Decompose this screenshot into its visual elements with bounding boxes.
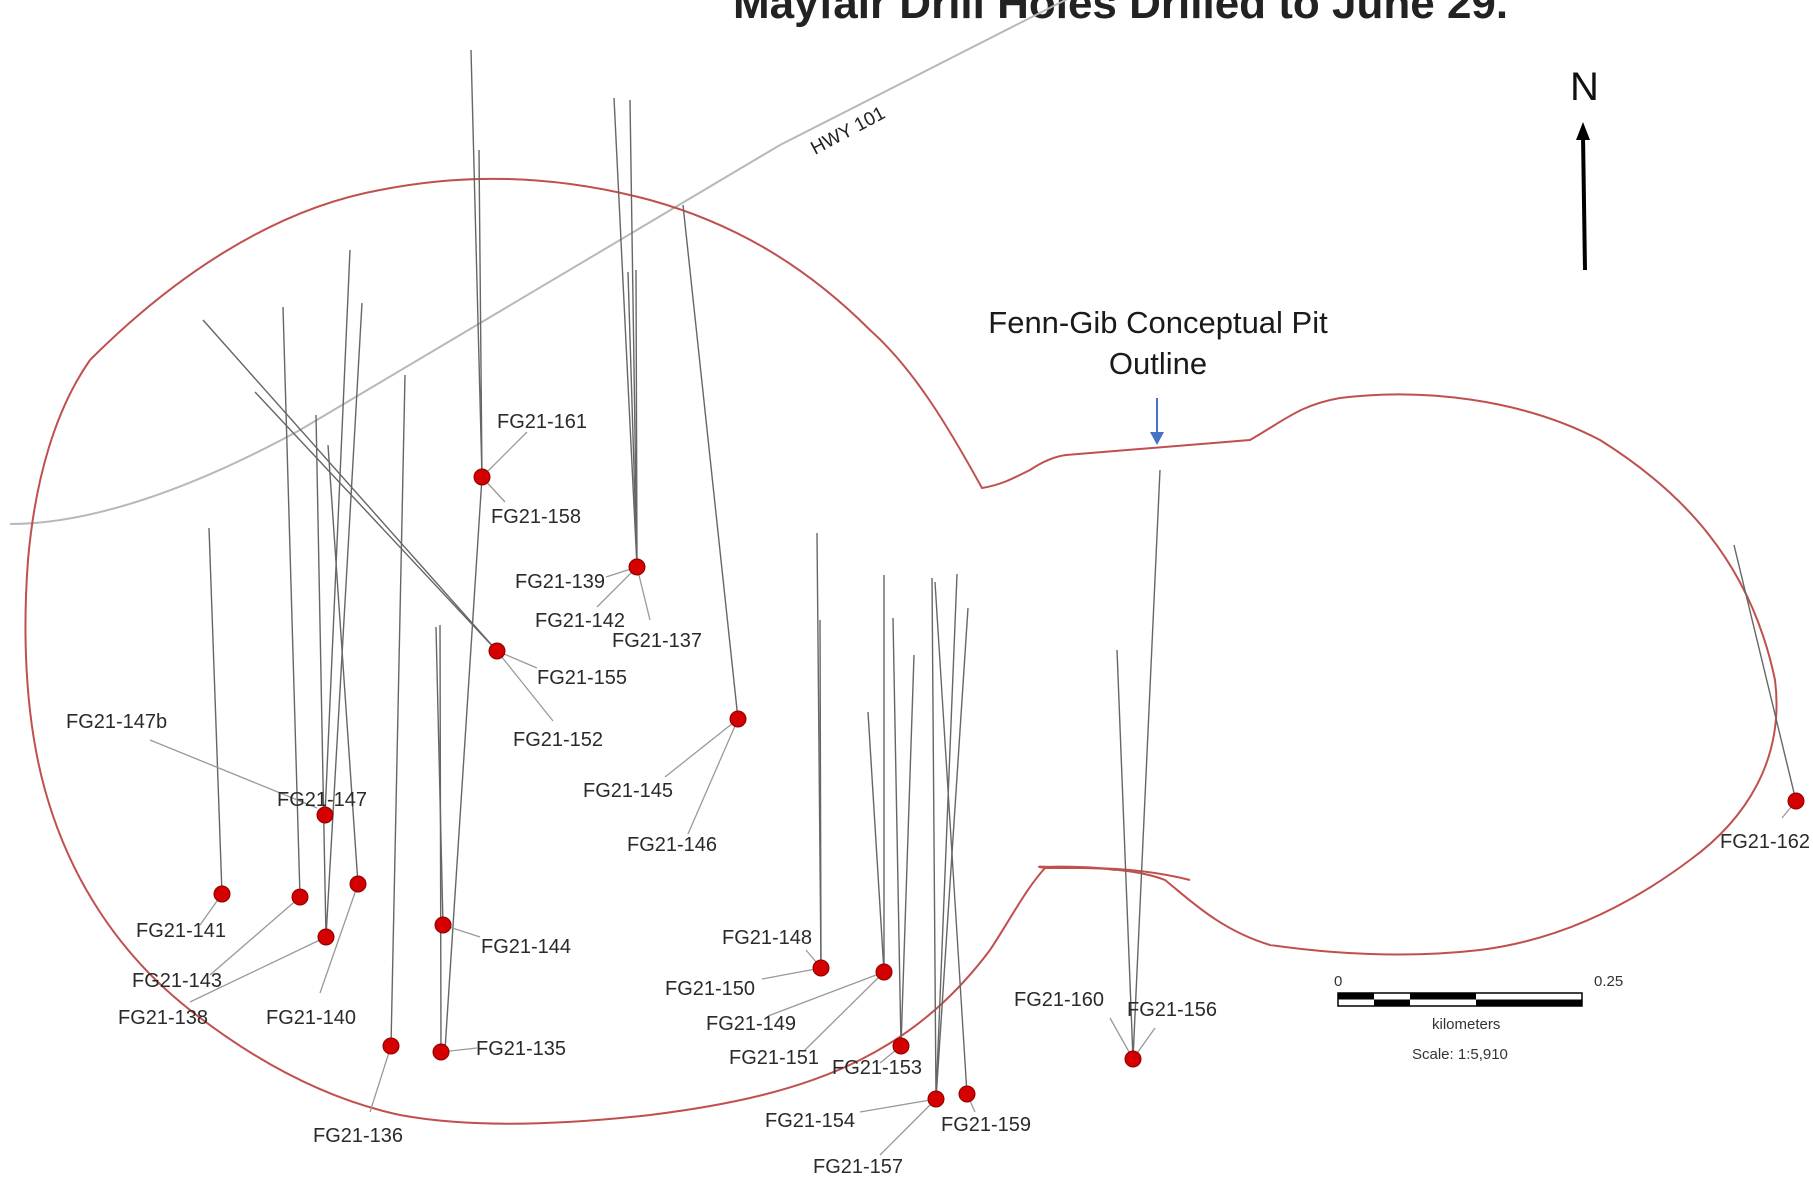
label-fg21-156: FG21-156 bbox=[1127, 999, 1217, 1021]
trace-fg21-144 bbox=[435, 626, 444, 926]
pit-label-line2: Outline bbox=[1109, 346, 1207, 381]
collar-fg21-145-146[interactable] bbox=[729, 710, 747, 728]
trace-fg21-136 bbox=[390, 374, 406, 1047]
label-fg21-154: FG21-154 bbox=[765, 1110, 855, 1132]
collar-fg21-153[interactable] bbox=[892, 1037, 910, 1055]
collar-fg21-138[interactable] bbox=[317, 928, 335, 946]
collar-fg21-155-152[interactable] bbox=[488, 642, 506, 660]
collar-fg21-160-156[interactable] bbox=[1124, 1050, 1142, 1068]
collar-fg21-140[interactable] bbox=[349, 875, 367, 893]
collar-fg21-136[interactable] bbox=[382, 1037, 400, 1055]
trace-fg21-135 bbox=[439, 624, 442, 1053]
trace-fg21-137 bbox=[635, 269, 638, 568]
label-fg21-137: FG21-137 bbox=[612, 630, 702, 652]
trace-fg21-153 bbox=[900, 654, 915, 1047]
label-fg21-141: FG21-141 bbox=[136, 920, 226, 942]
trace-fg21-159b bbox=[935, 607, 969, 1100]
label-leaders bbox=[149, 431, 1797, 1156]
label-fg21-159: FG21-159 bbox=[941, 1114, 1031, 1136]
drill-traces bbox=[202, 49, 1797, 1100]
trace-fg21-153b bbox=[892, 617, 902, 1047]
label-fg21-147b: FG21-147b bbox=[66, 711, 167, 733]
label-fg21-153: FG21-153 bbox=[832, 1057, 922, 1079]
scale-units: kilometers bbox=[1432, 1016, 1500, 1033]
trace-fg21-151 bbox=[867, 711, 885, 973]
label-fg21-147: FG21-147 bbox=[277, 789, 367, 811]
label-fg21-160: FG21-160 bbox=[1014, 989, 1104, 1011]
collar-fg21-143[interactable] bbox=[291, 888, 309, 906]
trace-fg21-152 bbox=[254, 391, 498, 652]
trace-fg21-141 bbox=[208, 527, 223, 895]
trace-fg21-162 bbox=[1733, 544, 1797, 802]
collar-fg21-139-142-137[interactable] bbox=[628, 558, 646, 576]
trace-fg21-158 bbox=[478, 149, 483, 478]
collar-fg21-162[interactable] bbox=[1787, 792, 1805, 810]
trace-fg21-155 bbox=[202, 319, 498, 652]
trace-fg21-143 bbox=[282, 306, 301, 898]
pit-pointer-arrow bbox=[1150, 398, 1164, 445]
label-fg21-157: FG21-157 bbox=[813, 1156, 903, 1178]
label-fg21-151: FG21-151 bbox=[729, 1047, 819, 1069]
collar-fg21-154-157[interactable] bbox=[927, 1090, 945, 1108]
trace-fg21-140 bbox=[327, 444, 359, 885]
collar-fg21-148-150[interactable] bbox=[812, 959, 830, 977]
label-fg21-150: FG21-150 bbox=[665, 978, 755, 1000]
highway: HWY 101 bbox=[9, 0, 1068, 525]
collar-fg21-147[interactable] bbox=[316, 806, 334, 824]
label-fg21-152: FG21-152 bbox=[513, 729, 603, 751]
trace-fg21-150 bbox=[819, 619, 822, 969]
trace-fg21-154 bbox=[931, 577, 937, 1100]
trace-fg21-139 bbox=[613, 97, 638, 568]
map-title: Mayfair Drill Holes Drilled to June 29. bbox=[733, 0, 1508, 28]
label-fg21-139: FG21-139 bbox=[515, 571, 605, 593]
label-fg21-138: FG21-138 bbox=[118, 1007, 208, 1029]
trace-fg21-140b bbox=[325, 302, 363, 938]
label-fg21-149: FG21-149 bbox=[706, 1013, 796, 1035]
pit-label-line1: Fenn-Gib Conceptual Pit bbox=[988, 305, 1328, 340]
scale-bar: 0 0.25 kilometers Scale: 1:5,910 bbox=[1334, 973, 1623, 1063]
label-fg21-155: FG21-155 bbox=[537, 667, 627, 689]
label-fg21-140: FG21-140 bbox=[266, 1007, 356, 1029]
trace-fg21-145 bbox=[682, 204, 739, 720]
label-fg21-161: FG21-161 bbox=[497, 411, 587, 433]
collar-fg21-144[interactable] bbox=[434, 916, 452, 934]
label-fg21-143: FG21-143 bbox=[132, 970, 222, 992]
highway-line bbox=[9, 0, 1068, 525]
label-fg21-146: FG21-146 bbox=[627, 834, 717, 856]
north-label: N bbox=[1570, 65, 1599, 109]
pit-outline bbox=[89, 177, 1778, 956]
collar-fg21-135[interactable] bbox=[432, 1043, 450, 1061]
label-fg21-144: FG21-144 bbox=[481, 936, 571, 958]
collar-fg21-159[interactable] bbox=[958, 1085, 976, 1103]
trace-fg21-137b bbox=[627, 271, 638, 568]
trace-fg21-156 bbox=[1116, 649, 1134, 1060]
label-fg21-142: FG21-142 bbox=[535, 610, 625, 632]
trace-fg21-157 bbox=[935, 573, 958, 1100]
label-fg21-162: FG21-162 bbox=[1720, 831, 1810, 853]
hole-labels: FG21-161 FG21-158 FG21-139 FG21-142 FG21… bbox=[66, 411, 1810, 1178]
collar-fg21-141[interactable] bbox=[213, 885, 231, 903]
trace-fg21-142 bbox=[629, 99, 638, 568]
trace-fg21-158b bbox=[444, 476, 483, 1051]
trace-fg21-159 bbox=[934, 581, 968, 1095]
scale-start-label: 0 bbox=[1334, 973, 1342, 990]
trace-fg21-160 bbox=[1132, 469, 1161, 1060]
scale-end-label: 0.25 bbox=[1594, 973, 1623, 990]
north-arrow-icon bbox=[1576, 122, 1590, 271]
scale-ratio: Scale: 1:5,910 bbox=[1412, 1046, 1508, 1063]
collar-fg21-161-158[interactable] bbox=[473, 468, 491, 486]
collar-fg21-149-151[interactable] bbox=[875, 963, 893, 981]
label-fg21-145: FG21-145 bbox=[583, 780, 673, 802]
label-fg21-158: FG21-158 bbox=[491, 506, 581, 528]
label-fg21-136: FG21-136 bbox=[313, 1125, 403, 1147]
trace-fg21-147 bbox=[324, 249, 351, 816]
trace-fg21-138 bbox=[315, 414, 327, 938]
label-fg21-135: FG21-135 bbox=[476, 1038, 566, 1060]
pit-outline-south bbox=[24, 359, 1191, 1125]
trace-fg21-161 bbox=[470, 49, 483, 478]
label-fg21-148: FG21-148 bbox=[722, 927, 812, 949]
drill-collars bbox=[213, 468, 1805, 1108]
